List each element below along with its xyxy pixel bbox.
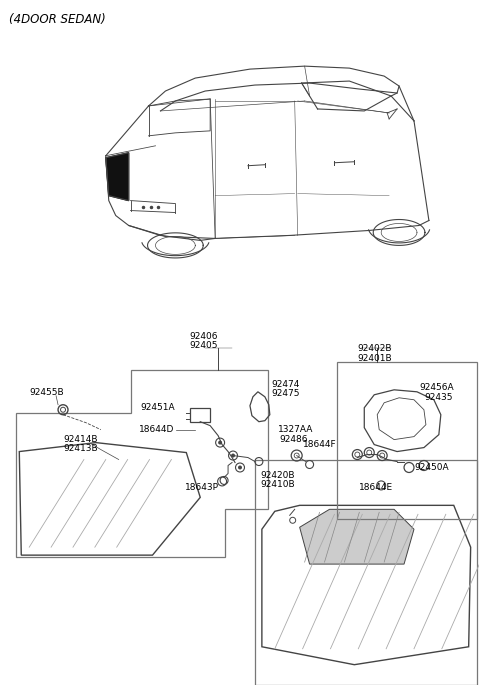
Circle shape — [367, 450, 372, 455]
Circle shape — [355, 452, 360, 457]
Text: 92475: 92475 — [272, 389, 300, 399]
Text: 18644D: 18644D — [139, 425, 174, 434]
Text: 92474: 92474 — [272, 380, 300, 390]
Circle shape — [231, 453, 235, 458]
FancyBboxPatch shape — [190, 407, 210, 422]
Text: 92435: 92435 — [424, 393, 453, 402]
Polygon shape — [106, 153, 129, 200]
Text: 18643P: 18643P — [185, 483, 219, 492]
Text: 92456A: 92456A — [419, 383, 454, 392]
Text: 92406: 92406 — [189, 331, 217, 340]
Circle shape — [218, 440, 222, 445]
Text: 92450A: 92450A — [414, 463, 449, 472]
Text: 1327AA: 1327AA — [278, 425, 313, 434]
Text: 92451A: 92451A — [141, 403, 175, 412]
Circle shape — [380, 453, 384, 458]
Text: 92410B: 92410B — [260, 480, 295, 489]
Text: (4DOOR SEDAN): (4DOOR SEDAN) — [9, 13, 106, 26]
Text: 18644F: 18644F — [303, 440, 336, 449]
Text: 92401B: 92401B — [357, 355, 392, 364]
Text: 92455B: 92455B — [29, 388, 64, 397]
Text: 92405: 92405 — [189, 342, 217, 351]
Text: 92414B: 92414B — [63, 435, 97, 444]
Text: 18644E: 18644E — [360, 483, 394, 492]
Text: 92402B: 92402B — [357, 344, 392, 353]
Text: 92413B: 92413B — [63, 444, 97, 453]
Text: 92486: 92486 — [280, 435, 308, 444]
Circle shape — [238, 466, 242, 469]
Text: 92420B: 92420B — [260, 471, 294, 480]
Polygon shape — [300, 509, 414, 564]
